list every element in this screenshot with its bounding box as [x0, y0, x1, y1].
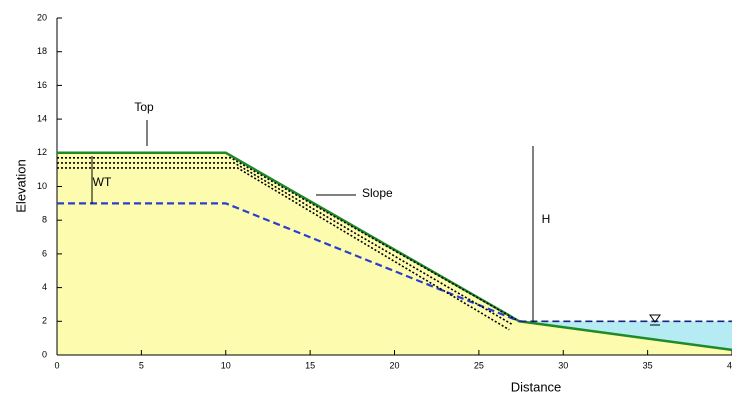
- y-tick-label: 18: [37, 46, 47, 56]
- piezometric-line: [57, 202, 520, 323]
- annotation: Slope: [362, 186, 393, 200]
- x-tick-label: 25: [474, 360, 484, 370]
- x-tick-label: 40: [727, 360, 732, 370]
- annotation: WT: [93, 175, 112, 189]
- y-tick-label: 16: [37, 80, 47, 90]
- layer-line: [57, 167, 510, 331]
- x-axis-label: Distance: [511, 379, 562, 394]
- annotation: Top: [134, 100, 154, 114]
- annotation: H: [542, 212, 551, 226]
- y-tick-label: 4: [42, 282, 47, 292]
- layer-line: [57, 157, 517, 321]
- x-tick-label: 30: [558, 360, 568, 370]
- y-tick-label: 2: [42, 316, 47, 326]
- y-tick-label: 14: [37, 113, 47, 123]
- y-tick-label: 10: [37, 181, 47, 191]
- y-tick-label: 12: [37, 147, 47, 157]
- y-axis-label: Elevation: [13, 159, 28, 212]
- x-tick-label: 35: [643, 360, 653, 370]
- x-tick-label: 20: [389, 360, 399, 370]
- layer-line: [57, 162, 514, 326]
- y-tick-label: 20: [37, 12, 47, 22]
- y-tick-label: 0: [42, 349, 47, 359]
- x-tick-label: 5: [139, 360, 144, 370]
- y-tick-label: 8: [42, 215, 47, 225]
- x-tick-label: 15: [305, 360, 315, 370]
- water-symbol: [649, 314, 661, 323]
- ground-line: [57, 151, 732, 352]
- y-tick-label: 6: [42, 248, 47, 258]
- x-tick-label: 0: [54, 360, 59, 370]
- x-tick-label: 10: [221, 360, 231, 370]
